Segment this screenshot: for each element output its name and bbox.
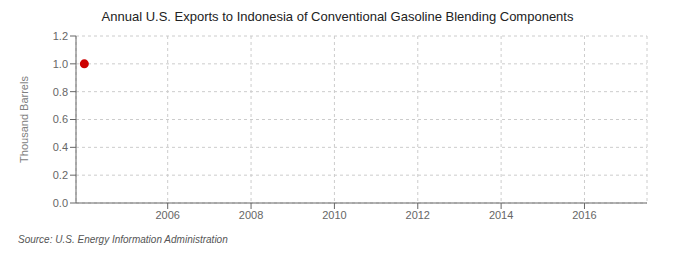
html-text:Annual U.S. Exports to Indones: Annual U.S. Exports to Indonesia of Conv… xyxy=(101,9,574,24)
svg-text:2008: 2008 xyxy=(239,209,263,221)
svg-text:0.2: 0.2 xyxy=(53,169,68,181)
svg-text:0.0: 0.0 xyxy=(53,197,68,209)
html-text:Source: U.S. Energy Informatio: Source: U.S. Energy Information Administ… xyxy=(18,234,228,245)
svg-text:0.8: 0.8 xyxy=(53,86,68,98)
svg-text:1.2: 1.2 xyxy=(53,30,68,42)
svg-text:2016: 2016 xyxy=(572,209,596,221)
svg-text:0.4: 0.4 xyxy=(53,141,68,153)
svg-text:2012: 2012 xyxy=(406,209,430,221)
svg-text:1.0: 1.0 xyxy=(53,58,68,70)
svg-text:Thousand Barrels: Thousand Barrels xyxy=(18,76,30,163)
svg-text:2006: 2006 xyxy=(155,209,179,221)
svg-text:2014: 2014 xyxy=(489,209,513,221)
svg-text:2010: 2010 xyxy=(322,209,346,221)
svg-text:0.6: 0.6 xyxy=(53,113,68,125)
